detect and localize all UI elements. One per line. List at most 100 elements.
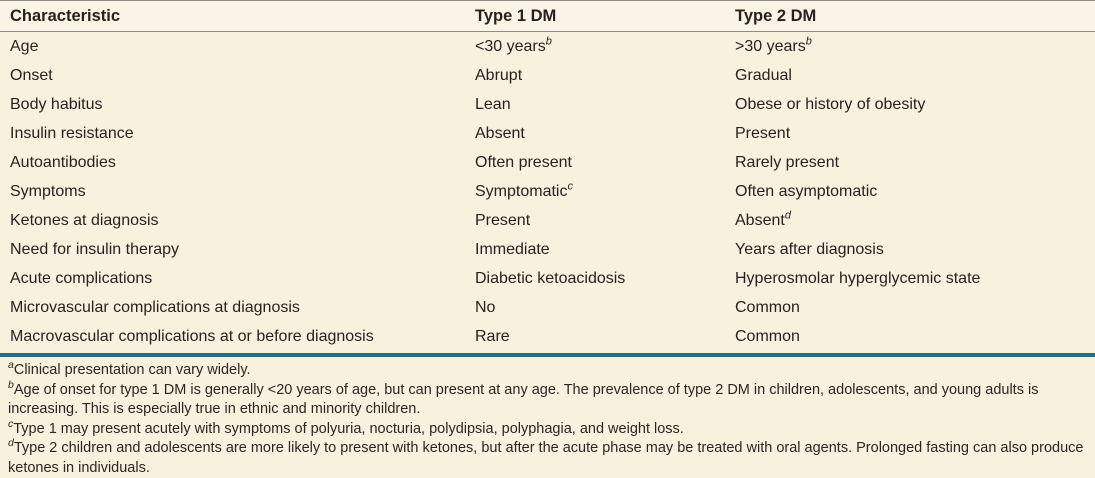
cell-type2-text: Years after diagnosis — [735, 240, 884, 258]
cell-type2-text: Hyperosmolar hyperglycemic state — [735, 269, 981, 287]
footnote-d: dType 2 children and adolescents are mor… — [8, 437, 1087, 478]
cell-characteristic-text: Need for insulin therapy — [10, 240, 179, 258]
cell-type2-footnote-marker: d — [784, 209, 791, 222]
footnote-c: cType 1 may present acutely with symptom… — [8, 417, 1087, 440]
footnote-b: bAge of onset for type 1 DM is generally… — [8, 378, 1087, 420]
cell-type1: Symptomaticc — [475, 177, 735, 206]
cell-type2-footnote-marker: b — [805, 35, 812, 48]
table-row: Onset Abrupt Gradual — [0, 61, 1095, 90]
footnote-c-marker: c — [8, 417, 14, 430]
cell-type2: Common — [735, 293, 1095, 322]
footnote-b-marker: b — [8, 378, 14, 391]
cell-type2-text: Gradual — [735, 66, 792, 84]
cell-characteristic: Autoantibodies — [0, 148, 475, 177]
footnotes: aClinical presentation can vary widely. … — [0, 357, 1095, 478]
cell-characteristic: Onset — [0, 61, 475, 90]
table-row: Insulin resistance Absent Present — [0, 119, 1095, 148]
cell-characteristic: Acute complications — [0, 264, 475, 293]
cell-type2-text: Rarely present — [735, 153, 840, 171]
cell-type1-text: Absent — [475, 124, 525, 142]
cell-type1-text: Immediate — [475, 240, 550, 258]
cell-type2-text: Obese or history of obesity — [735, 95, 926, 113]
table-row: Ketones at diagnosis Present Absentd — [0, 206, 1095, 235]
cell-type2-text: Common — [735, 327, 800, 345]
cell-characteristic: Microvascular complications at diagnosis — [0, 293, 475, 322]
table-row: Macrovascular complications at or before… — [0, 322, 1095, 351]
cell-characteristic-text: Microvascular complications at diagnosis — [10, 298, 300, 316]
column-header-type2-dm: Type 2 DM — [735, 0, 1095, 32]
cell-type1: Abrupt — [475, 61, 735, 90]
cell-type1: No — [475, 293, 735, 322]
cell-type1-text: Often present — [475, 153, 572, 171]
footnote-d-marker: d — [8, 437, 14, 450]
cell-type1: Present — [475, 206, 735, 235]
cell-characteristic: Ketones at diagnosis — [0, 206, 475, 235]
cell-type2: Hyperosmolar hyperglycemic state — [735, 264, 1095, 293]
cell-type2: Absentd — [735, 206, 1095, 235]
cell-type2: Present — [735, 119, 1095, 148]
cell-characteristic: Age — [0, 32, 475, 62]
footnote-c-text: Type 1 may present acutely with symptoms… — [13, 420, 684, 437]
cell-type1-footnote-marker: b — [545, 35, 552, 48]
divider-rule — [0, 353, 1095, 357]
cell-type1: Lean — [475, 90, 735, 119]
cell-type1: Absent — [475, 119, 735, 148]
table-row: Body habitus Lean Obese or history of obes… — [0, 90, 1095, 119]
cell-type2: Often asymptomatic — [735, 177, 1095, 206]
cell-characteristic-text: Acute complications — [10, 269, 153, 287]
cell-type2: Rarely present — [735, 148, 1095, 177]
cell-characteristic: Insulin resistance — [0, 119, 475, 148]
cell-type2-text: Common — [735, 298, 800, 316]
dm-comparison-table: Characteristic Type 1 DM Type 2 DM Age <3… — [0, 0, 1095, 352]
cell-type1: <30 yearsb — [475, 32, 735, 62]
table-row: Microvascular complications at diagnosis… — [0, 293, 1095, 322]
cell-type2: Gradual — [735, 61, 1095, 90]
table-row: Need for insulin therapy Immediate Years a… — [0, 235, 1095, 264]
cell-type1: Diabetic ketoacidosis — [475, 264, 735, 293]
header-row: Characteristic Type 1 DM Type 2 DM — [0, 0, 1095, 32]
cell-characteristic: Need for insulin therapy — [0, 235, 475, 264]
cell-characteristic: Symptoms — [0, 177, 475, 206]
cell-type1-text: Symptomatic — [475, 182, 568, 200]
footnote-b-text: Age of onset for type 1 DM is generally … — [8, 381, 1039, 418]
cell-characteristic-text: Body habitus — [10, 95, 103, 113]
cell-type2-text: Absent — [735, 211, 785, 229]
footnote-a-marker: a — [8, 359, 14, 372]
cell-type1: Rare — [475, 322, 735, 351]
cell-type2-text: Present — [735, 124, 791, 142]
cell-characteristic-text: Onset — [10, 66, 53, 84]
cell-type2: Obese or history of obesity — [735, 90, 1095, 119]
cell-type2: Common — [735, 322, 1095, 351]
cell-characteristic-text: Autoantibodies — [10, 153, 116, 171]
column-header-type1-dm: Type 1 DM — [475, 0, 735, 32]
cell-type2: >30 yearsb — [735, 32, 1095, 62]
cell-characteristic-text: Insulin resistance — [10, 124, 134, 142]
table-body: Age <30 yearsb >30 yearsb Onset Abrupt Gradua… — [0, 32, 1095, 352]
cell-type1-text: Lean — [475, 95, 511, 113]
cell-characteristic-text: Ketones at diagnosis — [10, 211, 159, 229]
cell-characteristic-text: Macrovascular complications at or before… — [10, 327, 374, 345]
cell-type1: Often present — [475, 148, 735, 177]
footnote-d-text: Type 2 children and adolescents are more… — [8, 440, 1084, 476]
table-row: Acute complications Diabetic ketoacidosis… — [0, 264, 1095, 293]
cell-type1: Immediate — [475, 235, 735, 264]
cell-characteristic: Macrovascular complications at or before… — [0, 322, 475, 351]
cell-type1-text: Diabetic ketoacidosis — [475, 269, 626, 287]
footnote-a: aClinical presentation can vary widely. — [8, 359, 1087, 381]
cell-type2-text: >30 years — [735, 37, 806, 55]
column-header-characteristic: Characteristic — [0, 0, 475, 32]
table-row: Age <30 yearsb >30 yearsb — [0, 32, 1095, 62]
cell-characteristic-text: Symptoms — [10, 182, 86, 200]
cell-type1-footnote-marker: c — [567, 180, 573, 193]
footnote-a-text: Clinical presentation can vary widely. — [13, 362, 251, 378]
cell-type1-text: Present — [475, 211, 531, 229]
table-row: Autoantibodies Often present Rarely presen… — [0, 148, 1095, 177]
cell-type2: Years after diagnosis — [735, 235, 1095, 264]
cell-characteristic: Body habitus — [0, 90, 475, 119]
cell-type1-text: Rare — [475, 327, 510, 345]
cell-characteristic-text: Age — [10, 37, 39, 55]
cell-type1-text: No — [475, 298, 496, 316]
table-row: Symptoms Symptomaticc Often asymptomatic — [0, 177, 1095, 206]
cell-type1-text: <30 years — [475, 37, 546, 55]
